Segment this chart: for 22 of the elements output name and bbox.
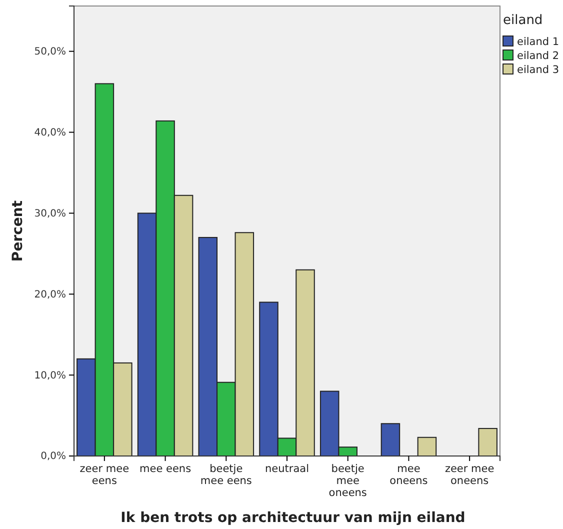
x-tick-label: zeer mee oneens [444, 463, 494, 487]
legend-title: eiland [503, 13, 543, 28]
y-tick-label: 20,0% [34, 289, 66, 300]
x-tick-label: mee eens [140, 463, 192, 475]
y-axis-title: Percent [10, 200, 26, 262]
x-tick-label: beetje mee eens [200, 463, 252, 487]
legend-label: eiland 1 [517, 36, 560, 48]
bar [417, 436, 437, 456]
y-tick-label: 30,0% [34, 208, 66, 220]
x-tick-label: mee oneens [390, 463, 428, 487]
bar [380, 423, 400, 456]
y-tick-label: 0,0% [40, 451, 66, 462]
x-tick-label: zeer mee eens [80, 463, 130, 487]
legend-label: eiland 3 [517, 64, 560, 76]
x-tick-label: beetje mee oneens [328, 463, 367, 499]
y-tick-label: 40,0% [34, 127, 66, 138]
y-tick-label: 50,0% [34, 46, 66, 58]
x-axis-title: Ik ben trots op architectuur van mijn eiland [120, 510, 466, 526]
bar [478, 428, 498, 456]
x-tick-label: neutraal [265, 463, 309, 475]
y-tick-label: 10,0% [34, 370, 66, 382]
legend-label: eiland 2 [517, 50, 560, 62]
